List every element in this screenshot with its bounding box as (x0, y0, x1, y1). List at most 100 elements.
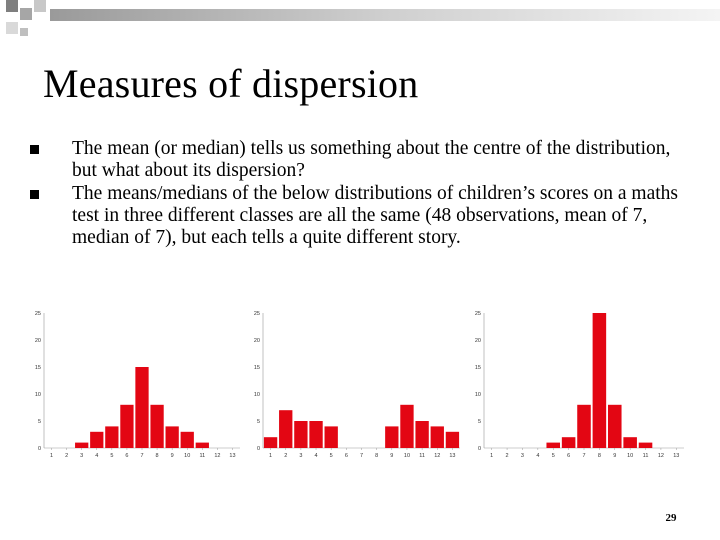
x-tick-label: 8 (375, 453, 378, 459)
y-tick-label: 10 (254, 392, 260, 398)
y-tick-label: 25 (254, 311, 260, 317)
y-tick-label: 0 (478, 446, 481, 452)
x-tick-label: 9 (171, 453, 174, 459)
x-tick-label: 3 (80, 453, 83, 459)
histogram-bar (90, 431, 104, 448)
histogram-bar (430, 426, 444, 448)
x-tick-label: 9 (390, 453, 393, 459)
histogram-bar (135, 367, 149, 448)
deco-square (6, 0, 18, 12)
bullet-list: The mean (or median) tells us something … (30, 138, 700, 250)
slide-title: Measures of dispersion (43, 61, 419, 106)
bullet-text: The means/medians of the below distribut… (72, 183, 678, 248)
x-tick-label: 5 (552, 453, 555, 459)
x-tick-label: 4 (315, 453, 318, 459)
histogram-bar (546, 442, 560, 448)
bullet-item: The means/medians of the below distribut… (30, 183, 700, 249)
y-tick-label: 5 (38, 419, 41, 425)
histogram-bar (294, 421, 308, 448)
histogram-bar (577, 404, 591, 448)
histogram-bar (561, 437, 576, 448)
histogram-bar (75, 442, 89, 448)
x-tick-label: 6 (567, 453, 570, 459)
histogram-bar (150, 404, 164, 448)
y-tick-label: 25 (35, 311, 41, 317)
y-tick-label: 20 (254, 338, 260, 344)
x-tick-label: 7 (140, 453, 143, 459)
bullet-item: The mean (or median) tells us something … (30, 138, 700, 182)
x-tick-label: 10 (184, 453, 190, 459)
x-tick-label: 5 (330, 453, 333, 459)
x-tick-label: 13 (673, 453, 679, 459)
histogram-bar (105, 426, 119, 448)
x-tick-label: 1 (269, 453, 272, 459)
x-tick-label: 11 (199, 453, 205, 459)
header-decoration (6, 0, 720, 36)
x-tick-label: 1 (490, 453, 493, 459)
x-tick-label: 7 (360, 453, 363, 459)
x-tick-label: 12 (658, 453, 664, 459)
y-tick-label: 20 (475, 338, 481, 344)
x-tick-label: 6 (345, 453, 348, 459)
x-tick-label: 13 (229, 453, 235, 459)
deco-square (20, 28, 28, 36)
y-tick-label: 5 (257, 419, 260, 425)
y-tick-label: 15 (254, 365, 260, 371)
histogram-bar (120, 404, 134, 448)
x-tick-label: 3 (521, 453, 524, 459)
x-tick-label: 10 (627, 453, 633, 459)
histogram-bar (400, 404, 414, 448)
x-tick-label: 9 (613, 453, 616, 459)
histogram-bar (445, 431, 460, 448)
y-tick-label: 20 (35, 338, 41, 344)
histogram-bar (195, 442, 209, 448)
x-tick-label: 2 (506, 453, 509, 459)
x-tick-label: 10 (404, 453, 410, 459)
histogram-bar (309, 421, 323, 448)
page-number: 29 (665, 512, 677, 524)
histogram-bar (279, 410, 293, 448)
deco-gradient-bar (50, 9, 720, 21)
histogram-bar (324, 426, 338, 448)
x-tick-label: 8 (598, 453, 601, 459)
deco-square (34, 0, 46, 12)
y-tick-label: 10 (475, 392, 481, 398)
x-tick-label: 2 (284, 453, 287, 459)
deco-square (20, 8, 32, 20)
y-tick-label: 15 (475, 365, 481, 371)
x-tick-label: 1 (50, 453, 53, 459)
square-bullet-icon (30, 145, 39, 154)
x-tick-label: 8 (156, 453, 159, 459)
x-tick-label: 13 (449, 453, 455, 459)
histogram-bar (623, 437, 637, 448)
y-tick-label: 5 (478, 419, 481, 425)
histogram-bar (180, 431, 194, 448)
histogram-bar (263, 437, 278, 448)
y-tick-label: 0 (38, 446, 41, 452)
histogram-bar (638, 442, 653, 448)
histogram-bar (415, 421, 429, 448)
x-tick-label: 3 (299, 453, 302, 459)
x-tick-label: 4 (95, 453, 98, 459)
y-tick-label: 15 (35, 365, 41, 371)
x-tick-label: 11 (643, 453, 649, 459)
x-tick-label: 12 (434, 453, 440, 459)
y-tick-label: 25 (475, 311, 481, 317)
histogram-bar (165, 426, 179, 448)
histogram-bar (608, 404, 622, 448)
x-tick-label: 12 (214, 453, 220, 459)
y-tick-label: 10 (35, 392, 41, 398)
x-tick-label: 11 (419, 453, 425, 459)
bullet-text: The mean (or median) tells us something … (72, 138, 671, 181)
x-tick-label: 6 (125, 453, 128, 459)
y-tick-label: 0 (257, 446, 260, 452)
histogram-bar (592, 313, 607, 448)
deco-square (6, 22, 18, 34)
x-tick-label: 7 (582, 453, 585, 459)
x-tick-label: 4 (536, 453, 539, 459)
x-tick-label: 5 (110, 453, 113, 459)
square-bullet-icon (30, 190, 39, 199)
histogram-bar (385, 426, 399, 448)
x-tick-label: 2 (65, 453, 68, 459)
